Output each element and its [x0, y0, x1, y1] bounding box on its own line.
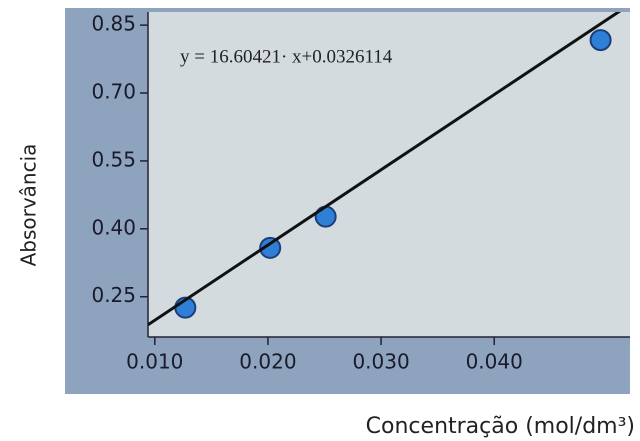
y-tick-label: 0.25: [91, 283, 136, 307]
data-point: [591, 30, 611, 50]
page: y = 16.60421· x+0.0326114 Absorvância Co…: [0, 0, 640, 441]
chart: y = 16.60421· x+0.0326114 Absorvância Co…: [0, 0, 640, 441]
y-tick-label: 0.70: [91, 80, 136, 104]
y-tick-label: 0.55: [91, 147, 136, 171]
y-tick-label: 0.85: [91, 12, 136, 36]
x-tick-label: 0.020: [239, 350, 296, 374]
x-tick-label: 0.010: [126, 350, 183, 374]
x-tick-label: 0.040: [466, 350, 523, 374]
x-axis-label: Concentração (mol/dm³): [366, 414, 635, 439]
y-axis-label: Absorvância: [17, 144, 41, 267]
y-tick-label: 0.40: [91, 215, 136, 239]
x-tick-label: 0.030: [352, 350, 409, 374]
equation: y = 16.60421· x+0.0326114: [180, 46, 393, 67]
